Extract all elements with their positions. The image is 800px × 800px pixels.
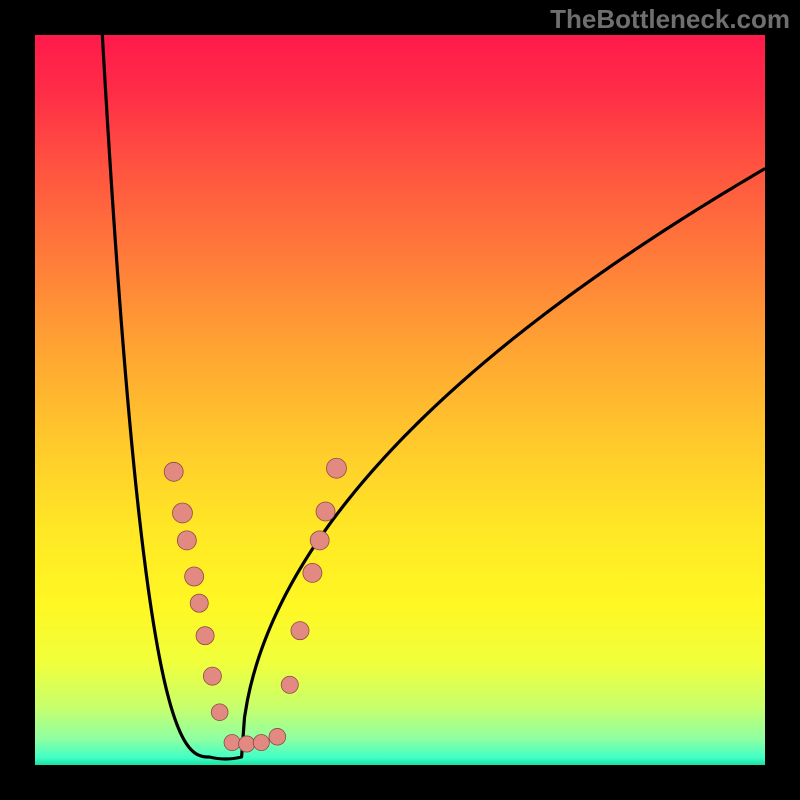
data-marker bbox=[310, 531, 329, 550]
data-marker bbox=[303, 563, 322, 582]
data-marker bbox=[224, 734, 240, 750]
data-markers bbox=[164, 458, 346, 752]
data-marker bbox=[164, 462, 183, 481]
data-marker bbox=[196, 627, 214, 645]
data-marker bbox=[190, 594, 208, 612]
chart-container: TheBottleneck.com bbox=[0, 0, 800, 800]
plot-area bbox=[35, 35, 765, 765]
curve-layer bbox=[35, 35, 765, 765]
data-marker bbox=[281, 676, 298, 693]
data-marker bbox=[269, 728, 286, 745]
data-marker bbox=[327, 458, 347, 478]
data-marker bbox=[185, 567, 204, 586]
data-marker bbox=[316, 502, 335, 521]
data-marker bbox=[239, 736, 255, 752]
watermark-text: TheBottleneck.com bbox=[550, 4, 790, 35]
v-curve bbox=[101, 35, 765, 759]
data-marker bbox=[177, 531, 196, 550]
data-marker bbox=[253, 734, 269, 750]
data-marker bbox=[203, 667, 221, 685]
data-marker bbox=[211, 704, 228, 721]
data-marker bbox=[172, 503, 192, 523]
data-marker bbox=[291, 622, 309, 640]
